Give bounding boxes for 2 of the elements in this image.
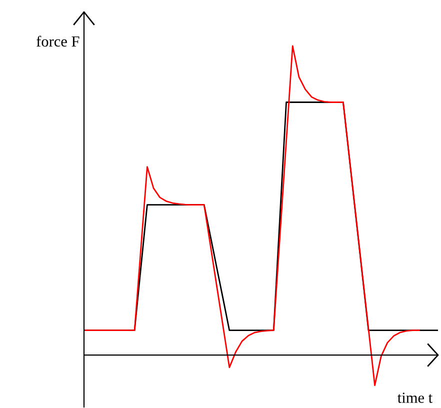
x-axis-title: time t (398, 392, 433, 403)
y-axis-title: force F (36, 36, 80, 47)
